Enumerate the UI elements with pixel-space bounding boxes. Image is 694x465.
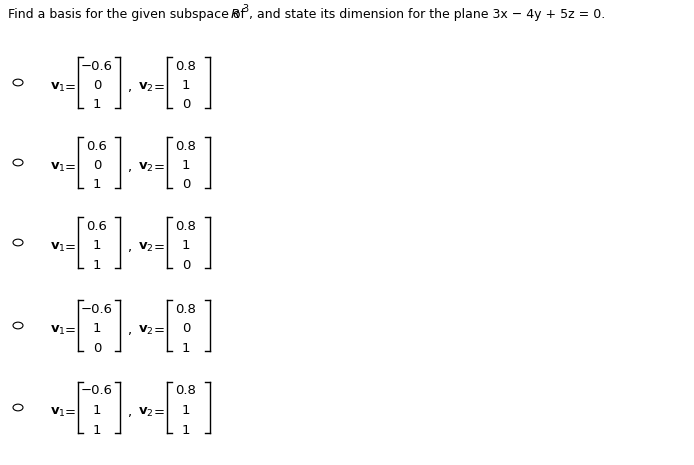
Text: 0.8: 0.8 — [176, 385, 196, 398]
Text: 0: 0 — [182, 99, 190, 112]
Text: =: = — [154, 324, 165, 337]
Text: 1: 1 — [182, 404, 190, 417]
Text: $\mathbf{v}_1$: $\mathbf{v}_1$ — [50, 406, 66, 419]
Text: 0.6: 0.6 — [87, 219, 108, 232]
Text: 1: 1 — [182, 239, 190, 252]
Text: $\mathbf{v}_1$: $\mathbf{v}_1$ — [50, 241, 66, 254]
Text: =: = — [65, 406, 76, 419]
Text: ,: , — [127, 81, 131, 94]
Text: $\mathbf{v}_2$: $\mathbf{v}_2$ — [138, 406, 153, 419]
Text: 0: 0 — [93, 341, 101, 354]
Text: 1: 1 — [93, 424, 101, 437]
Circle shape — [13, 322, 23, 329]
Text: =: = — [65, 241, 76, 254]
Text: 1: 1 — [93, 179, 101, 192]
Text: 0.8: 0.8 — [176, 140, 196, 153]
Text: =: = — [154, 241, 165, 254]
Text: 0: 0 — [182, 259, 190, 272]
Text: 0: 0 — [93, 159, 101, 172]
Text: Find a basis for the given subspace of: Find a basis for the given subspace of — [8, 8, 249, 21]
Text: $\mathbf{v}_1$: $\mathbf{v}_1$ — [50, 81, 66, 94]
Text: 0: 0 — [182, 179, 190, 192]
Text: −0.6: −0.6 — [81, 60, 113, 73]
Text: ,: , — [127, 324, 131, 337]
Text: $\mathbf{v}_2$: $\mathbf{v}_2$ — [138, 324, 153, 337]
Text: , and state its dimension for the plane 3x − 4y + 5z = 0.: , and state its dimension for the plane … — [249, 8, 605, 21]
Text: 0.8: 0.8 — [176, 303, 196, 315]
Text: 0: 0 — [93, 79, 101, 92]
Text: =: = — [65, 81, 76, 94]
Text: =: = — [154, 161, 165, 174]
Text: $R$: $R$ — [230, 8, 240, 21]
Text: 0.8: 0.8 — [176, 60, 196, 73]
Text: $\mathbf{v}_1$: $\mathbf{v}_1$ — [50, 161, 66, 174]
Text: 1: 1 — [93, 404, 101, 417]
Text: $\mathbf{v}_2$: $\mathbf{v}_2$ — [138, 241, 153, 254]
Text: 1: 1 — [182, 79, 190, 92]
Text: 1: 1 — [93, 239, 101, 252]
Circle shape — [13, 79, 23, 86]
Text: ,: , — [127, 161, 131, 174]
Text: 0.8: 0.8 — [176, 219, 196, 232]
Text: ,: , — [127, 406, 131, 419]
Circle shape — [13, 404, 23, 411]
Text: −0.6: −0.6 — [81, 385, 113, 398]
Text: $\mathbf{v}_2$: $\mathbf{v}_2$ — [138, 81, 153, 94]
Text: =: = — [154, 81, 165, 94]
Text: $\mathbf{v}_2$: $\mathbf{v}_2$ — [138, 161, 153, 174]
Text: 0.6: 0.6 — [87, 140, 108, 153]
Text: 1: 1 — [93, 322, 101, 335]
Text: 1: 1 — [182, 424, 190, 437]
Text: =: = — [65, 324, 76, 337]
Text: =: = — [154, 406, 165, 419]
Text: 0: 0 — [182, 322, 190, 335]
Text: 1: 1 — [93, 99, 101, 112]
Text: ,: , — [127, 241, 131, 254]
Text: 1: 1 — [182, 159, 190, 172]
Text: −0.6: −0.6 — [81, 303, 113, 315]
Text: 3: 3 — [242, 4, 248, 14]
Text: 1: 1 — [182, 341, 190, 354]
Circle shape — [13, 159, 23, 166]
Text: =: = — [65, 161, 76, 174]
Text: 1: 1 — [93, 259, 101, 272]
Circle shape — [13, 239, 23, 246]
Text: $\mathbf{v}_1$: $\mathbf{v}_1$ — [50, 324, 66, 337]
